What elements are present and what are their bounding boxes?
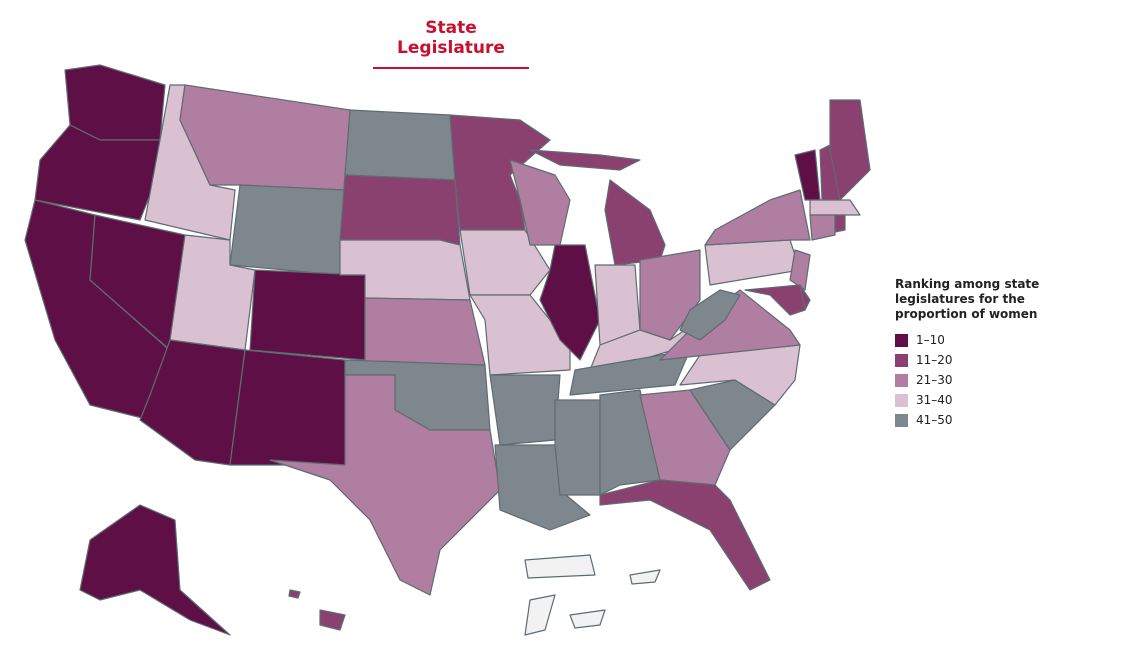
state [288,589,301,599]
state [569,349,691,396]
state [229,184,346,276]
state [539,244,601,361]
state [704,189,811,246]
state [34,124,161,221]
state [339,174,461,246]
legend-item: 1–10 [895,330,1095,350]
legend-swatch [895,413,908,427]
state [679,289,741,341]
state [269,374,501,596]
state [179,84,351,191]
state [744,284,806,316]
states [24,64,871,636]
legend: Ranking among state legislatures for the… [895,277,1095,430]
state [364,297,486,366]
state [229,349,346,466]
state [79,504,231,636]
state [489,374,561,446]
legend-title: Ranking among state legislatures for the… [895,277,1040,321]
legend-item: 11–20 [895,350,1095,370]
state [64,64,166,141]
map-title: State Legislature [373,18,529,69]
state [639,389,731,486]
state [704,239,801,286]
legend-swatch [895,333,908,347]
state [809,199,861,216]
legend-label: 1–10 [916,333,945,347]
legend-label: 11–20 [916,353,953,367]
state [604,179,666,266]
state [529,149,641,171]
state [829,99,871,201]
legend-label: 31–40 [916,393,953,407]
state [554,399,601,496]
legend-swatch [895,373,908,387]
legend-item: 21–30 [895,370,1095,390]
legend-swatch [895,393,908,407]
state [599,479,771,591]
legend-item: 31–40 [895,390,1095,410]
state [834,214,846,233]
state [249,269,366,361]
legend-label: 41–50 [916,413,953,427]
territories [524,554,661,636]
legend-label: 21–30 [916,373,953,387]
legend-items: 1–10 11–20 21–30 31–40 41–50 [895,330,1095,430]
state [319,609,346,631]
state [469,294,571,376]
state [789,249,811,291]
state [809,214,836,241]
legend-swatch [895,353,908,367]
state [344,109,456,181]
legend-item: 41–50 [895,410,1095,430]
state [459,229,551,296]
